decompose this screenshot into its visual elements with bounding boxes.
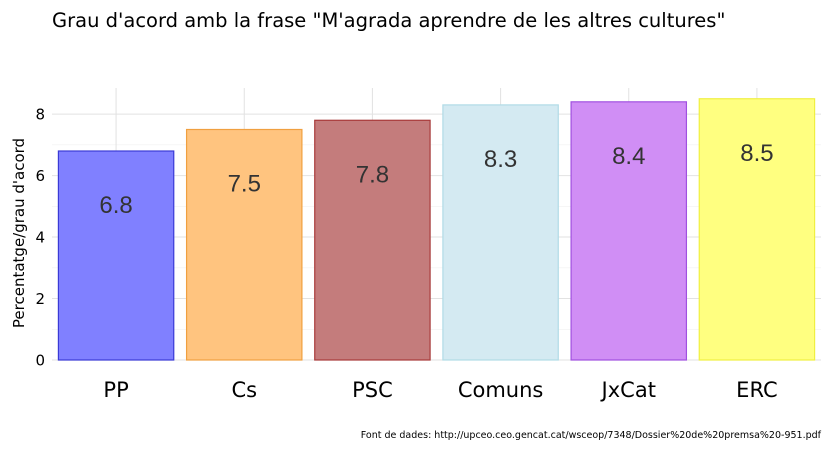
x-tick-label: PP <box>103 378 128 402</box>
data-labels: 6.8 7.5 7.8 8.3 8.4 8.5 <box>99 140 773 219</box>
y-tick-label: 4 <box>35 229 45 247</box>
bar-erc <box>698 98 816 361</box>
y-tick-label: 0 <box>35 352 45 370</box>
x-tick-label: Cs <box>231 378 257 402</box>
chart-title: Grau d'acord amb la frase "M'agrada apre… <box>52 9 726 32</box>
data-label: 8.5 <box>740 140 773 167</box>
y-tick-label: 8 <box>35 106 45 124</box>
bar-psc <box>314 119 431 361</box>
bar-cs <box>185 128 303 361</box>
bar-comuns <box>442 104 559 361</box>
data-label: 7.5 <box>228 170 261 197</box>
x-tick-label: Comuns <box>458 378 544 402</box>
data-label: 8.3 <box>484 146 517 173</box>
x-axis-ticks: PP Cs PSC Comuns JxCat ERC <box>103 378 777 402</box>
bars <box>57 98 816 361</box>
data-label: 7.8 <box>356 161 389 188</box>
y-axis-ticks: 0 2 4 6 8 <box>35 106 45 370</box>
x-tick-label: JxCat <box>600 378 656 402</box>
data-label: 6.8 <box>99 192 132 219</box>
bar-pp <box>57 150 175 361</box>
y-tick-label: 6 <box>35 167 45 185</box>
bar-jxcat <box>570 101 688 361</box>
y-axis-label: Percentatge/grau d'acord <box>10 138 28 328</box>
source-caption: Font de dades: http://upceo.ceo.gencat.c… <box>360 430 821 441</box>
x-tick-label: ERC <box>736 378 777 402</box>
y-tick-label: 2 <box>35 290 45 308</box>
x-tick-label: PSC <box>352 378 393 402</box>
data-label: 8.4 <box>612 143 645 170</box>
